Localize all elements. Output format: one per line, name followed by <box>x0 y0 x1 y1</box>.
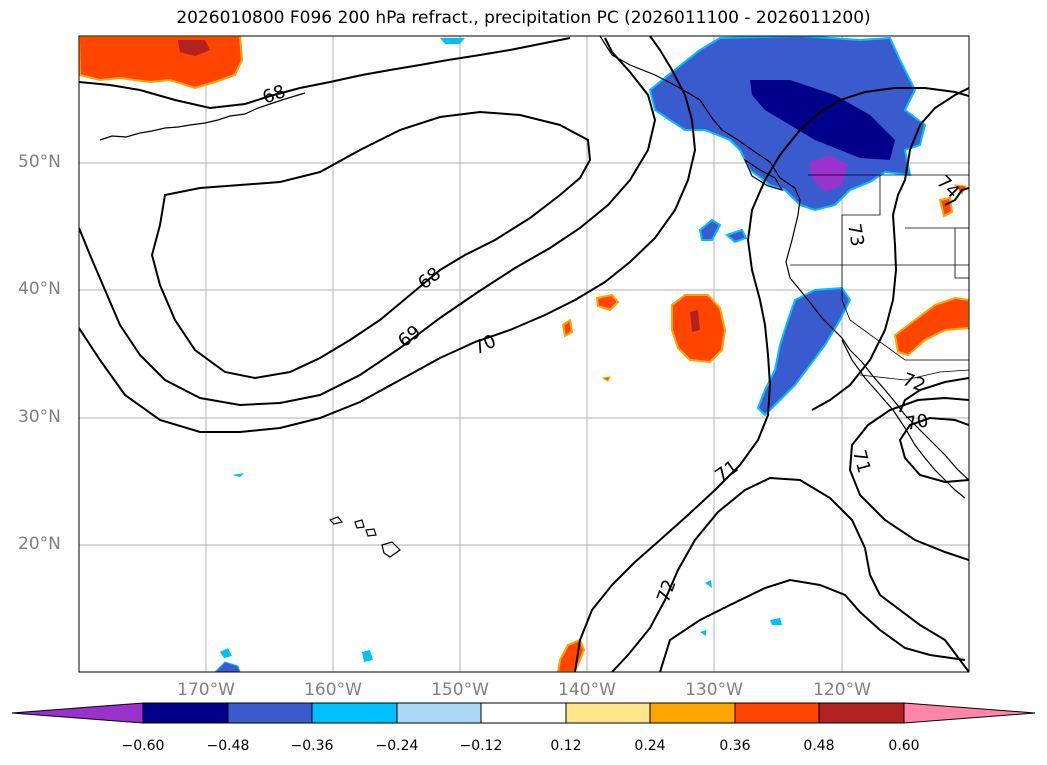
lon-label: 150°W <box>431 680 489 700</box>
contour-label: 74 <box>932 172 963 203</box>
state-box <box>954 227 969 279</box>
map-title: 2026010800 F096 200 hPa refract., precip… <box>176 8 871 28</box>
precip-positive-areas <box>79 36 969 672</box>
colorbar-swatch <box>227 702 313 724</box>
precip-blue-speck-1 <box>232 473 244 477</box>
colorbar <box>11 702 1036 724</box>
contour-70 <box>79 36 697 433</box>
contour-72-east <box>899 377 969 413</box>
precip-bottom-orange <box>556 638 586 672</box>
contour-74 <box>944 187 969 206</box>
precip-mid-red <box>690 310 700 332</box>
colorbar-tick-label: 0.60 <box>888 738 920 754</box>
precip-small-orange-1 <box>595 293 620 312</box>
colorbar-tick-label: 0.48 <box>803 738 835 754</box>
contour-label: 72 <box>900 369 929 397</box>
contour-label: 70 <box>904 410 930 435</box>
us-state-border-3 <box>841 265 969 361</box>
colorbar-tick-label: 0.12 <box>550 738 582 754</box>
contour-70-east <box>898 416 969 484</box>
lon-label: 160°W <box>304 680 362 700</box>
lat-label: 20°N <box>18 534 61 554</box>
colorbar-swatch <box>396 702 482 724</box>
precip-small-orange-3 <box>601 376 611 382</box>
contour-69 <box>79 37 657 407</box>
precip-nw-purple <box>810 155 848 192</box>
north-america-coast <box>599 36 969 481</box>
colorbar-swatch <box>565 702 651 724</box>
contour-72 <box>611 476 969 672</box>
colorbar-swatch <box>480 702 567 724</box>
precip-blue-small-1 <box>698 218 722 241</box>
colorbar-tick-label: −0.24 <box>375 738 419 754</box>
precip-small-orange-2 <box>561 318 574 338</box>
us-state-border-1 <box>841 175 969 266</box>
contour-68-inner <box>150 110 592 380</box>
colorbar-swatch <box>649 702 736 724</box>
us-mexico-border <box>859 369 969 381</box>
precip-east-orange <box>893 296 969 357</box>
lat-label: 30°N <box>18 407 61 427</box>
map-frame <box>78 35 970 673</box>
contour-label: 68 <box>414 263 445 294</box>
colorbar-swatch <box>311 702 398 724</box>
precip-blue-speck-2 <box>220 648 232 658</box>
colorbar-swatch <box>142 702 229 724</box>
borders <box>790 174 969 381</box>
precip-blue-speck-3 <box>214 661 241 672</box>
lon-label: 130°W <box>685 680 743 700</box>
lat-label: 40°N <box>18 279 61 299</box>
colorbar-swatch <box>818 702 905 724</box>
lat-label: 50°N <box>18 152 61 172</box>
lon-label: 140°W <box>558 680 616 700</box>
colorbar-tick-label: −0.48 <box>206 738 250 754</box>
contour-68-north <box>79 37 571 110</box>
hawaii-1 <box>328 516 344 525</box>
colorbar-swatch <box>734 702 820 724</box>
contour-label: 72 <box>653 577 681 606</box>
contour-73 <box>811 87 969 411</box>
precip-blue-small-2 <box>725 228 748 244</box>
precip-blue-speck-6 <box>770 618 782 625</box>
contour-label: 73 <box>843 222 868 248</box>
precip-blue-speck-5 <box>705 580 712 588</box>
refractivity-contours <box>79 36 969 672</box>
precip-blue-speck-4 <box>362 650 373 662</box>
aleutians-chain <box>99 92 306 141</box>
precip-negative-areas <box>214 36 927 672</box>
precip-blue-top-left <box>440 38 465 44</box>
precip-blue-speck-7 <box>700 630 706 636</box>
colorbar-tick-label: 0.36 <box>719 738 751 754</box>
contour-71 <box>574 87 969 672</box>
contour-label: 68 <box>260 81 289 109</box>
colorbar-tick-label: −0.12 <box>459 738 503 754</box>
hawaii-4 <box>381 541 401 558</box>
precip-nw-core-navy <box>750 80 895 160</box>
hawaii-2 <box>354 519 365 529</box>
contour-label: 69 <box>394 321 425 352</box>
lon-label: 120°W <box>813 680 871 700</box>
contour-72-lower <box>659 578 966 672</box>
contour-71-east <box>848 396 969 561</box>
colorbar-tick-label: 0.24 <box>634 738 666 754</box>
colorbar-extend-high <box>903 702 1036 724</box>
contour-label: 71 <box>711 456 742 486</box>
colorbar-tick-label: −0.36 <box>290 738 334 754</box>
colorbar-extend-low <box>11 702 144 724</box>
colorbar-tick-label: −0.60 <box>121 738 165 754</box>
precip-nw-corner-red <box>178 40 210 56</box>
lon-label: 170°W <box>177 680 235 700</box>
precip-sw-coast-blue <box>756 286 852 417</box>
precip-nw-corner-orange <box>79 36 244 90</box>
hawaii-3 <box>365 528 377 537</box>
contour-label: 71 <box>848 448 874 476</box>
vancouver-island <box>743 158 784 191</box>
